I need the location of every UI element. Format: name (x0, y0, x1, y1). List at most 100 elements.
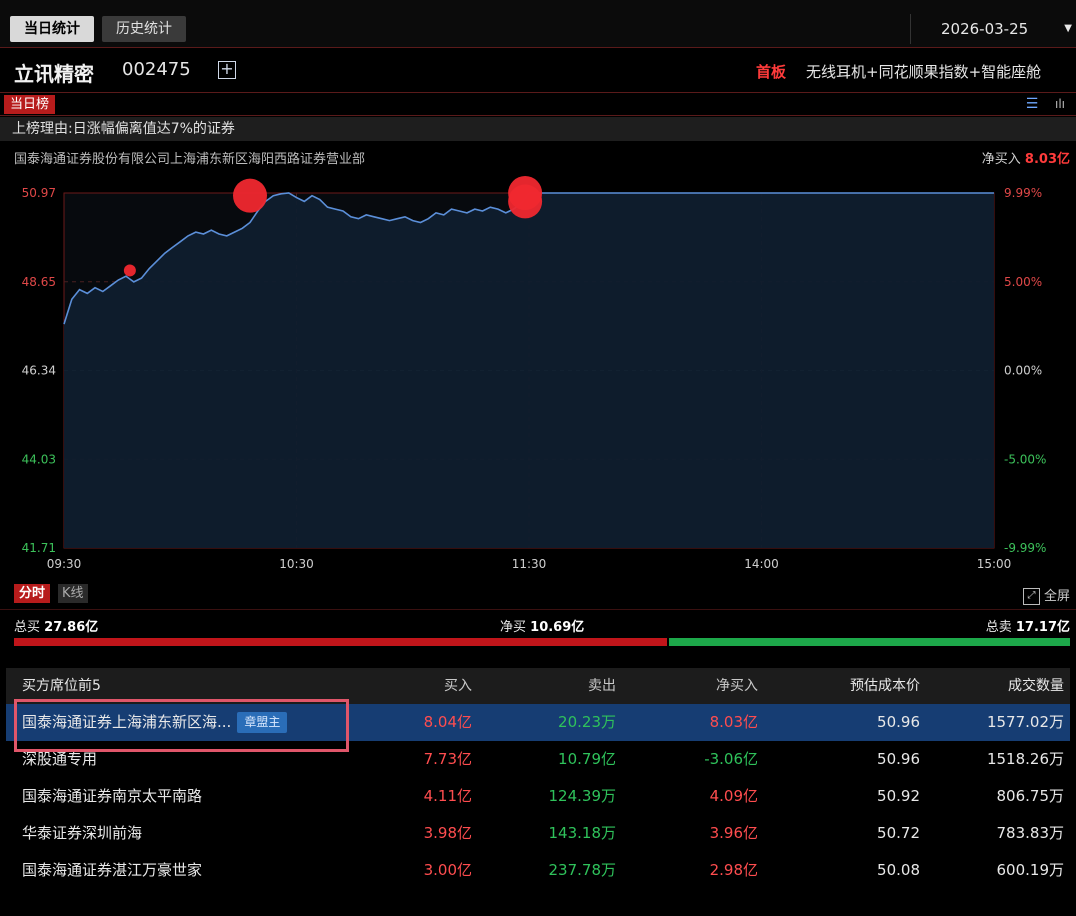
table-header: 买方席位前5 买入 卖出 净买入 预估成本价 成交数量 (6, 668, 1070, 704)
seat-sell: 237.78万 (548, 861, 617, 879)
x-tick-label: 14:00 (744, 557, 779, 571)
seat-cost: 50.92 (877, 787, 920, 805)
total-buy: 总买 27.86亿 (14, 616, 98, 635)
seat-name: 深股通专用 (22, 750, 98, 768)
y-left-tick-label: 48.65 (22, 275, 56, 289)
seat-net: 2.98亿 (709, 861, 758, 879)
seat-cost: 50.72 (877, 824, 920, 842)
board-badge: 首板 (756, 63, 787, 81)
header-sell[interactable]: 卖出 (588, 678, 616, 694)
header-net[interactable]: 净买入 (716, 678, 758, 694)
table-row[interactable]: 国泰海通证券湛江万豪世家 3.00亿 237.78万 2.98亿 50.08 6… (6, 852, 1070, 889)
seat-cost: 50.08 (877, 861, 920, 879)
plus-square-icon[interactable]: + (218, 61, 236, 79)
seat-net: 3.96亿 (709, 824, 758, 842)
seat-sell: 143.18万 (548, 824, 617, 842)
net-buy-summary-label: 净买 (500, 620, 527, 635)
seat-buy: 3.00亿 (423, 861, 472, 879)
sell-ratio-bar (669, 638, 1070, 646)
table-row[interactable]: 国泰海通证券上海浦东新区海... 章盟主 8.04亿 20.23万 8.03亿 5… (6, 704, 1070, 741)
y-right-tick-label: 0.00% (1004, 364, 1042, 378)
list-reason: 上榜理由:日涨幅偏离值达7%的证券 (0, 117, 1076, 141)
fullscreen-button[interactable]: ⤢ 全屏 (1022, 585, 1070, 605)
x-tick-label: 15:00 (977, 557, 1012, 571)
chart-mode-row: 分时 K线 ⤢ 全屏 (0, 582, 1076, 606)
seat-buy: 7.73亿 (423, 750, 472, 768)
x-tick-label: 09:30 (47, 557, 82, 571)
seat-name: 国泰海通证券南京太平南路 (22, 787, 203, 805)
date-value: 2026-03-25 (941, 20, 1029, 38)
table-row[interactable]: 深股通专用 7.73亿 10.79亿 -3.06亿 50.96 1518.26万 (6, 741, 1070, 778)
seat-cost: 50.96 (877, 750, 920, 768)
total-buy-value: 27.86亿 (44, 620, 99, 635)
broker-name: 国泰海通证券股份有限公司上海浦东新区海阳西路证券营业部 (14, 152, 366, 167)
chevron-down-icon: ▼ (1064, 23, 1072, 34)
trade-marker (233, 178, 267, 213)
tab-today-list[interactable]: 当日榜 (4, 95, 56, 114)
concept-tags: 无线耳机+同花顺果指数+智能座舱 (806, 63, 1042, 81)
y-left-tick-label: 41.71 (22, 541, 56, 555)
trade-marker (123, 264, 136, 277)
tab-today-stats[interactable]: 当日统计 (10, 16, 94, 42)
stock-header: 立讯精密 002475 + 首板 无线耳机+同花顺果指数+智能座舱 (0, 50, 1076, 92)
header-volume[interactable]: 成交数量 (1008, 678, 1064, 694)
x-tick-label: 10:30 (279, 557, 314, 571)
tab-fenshi[interactable]: 分时 (14, 584, 51, 603)
seat-cost: 50.96 (877, 713, 920, 731)
fullscreen-icon: ⤢ (1022, 588, 1040, 605)
seat-net: -3.06亿 (704, 750, 758, 768)
bar-chart-icon[interactable]: ılı (1054, 97, 1065, 111)
broker-net-buy: 净买入 8.03亿 (982, 148, 1070, 167)
x-tick-label: 11:30 (512, 557, 547, 571)
fullscreen-label: 全屏 (1043, 589, 1070, 604)
seat-tag[interactable]: 章盟主 (237, 712, 288, 733)
seat-buy: 4.11亿 (423, 787, 472, 805)
y-right-tick-label: 5.00% (1004, 275, 1042, 289)
broker-row: 国泰海通证券股份有限公司上海浦东新区海阳西路证券营业部 净买入 8.03亿 (0, 146, 1076, 168)
y-right-tick-label: -9.99% (1004, 541, 1046, 555)
total-sell-value: 17.17亿 (1015, 620, 1070, 635)
seat-volume: 783.83万 (996, 824, 1065, 842)
price-line (63, 192, 994, 325)
total-sell-label: 总卖 (985, 620, 1012, 635)
seat-name-text: 国泰海通证券上海浦东新区海... (22, 713, 232, 731)
table-row[interactable]: 国泰海通证券南京太平南路 4.11亿 124.39万 4.09亿 50.92 8… (6, 778, 1070, 815)
net-buy-value: 8.03亿 (1024, 152, 1070, 167)
y-right-tick-label: -5.00% (1004, 452, 1046, 466)
seat-volume: 806.75万 (996, 787, 1065, 805)
tab-history-stats[interactable]: 历史统计 (102, 16, 186, 42)
seat-name: 国泰海通证券上海浦东新区海... 章盟主 (22, 704, 288, 741)
seat-name: 华泰证券深圳前海 (22, 824, 143, 842)
seat-sell: 20.23万 (558, 713, 616, 731)
stock-code: 002475 (122, 59, 191, 80)
buy-ratio-bar (14, 638, 667, 646)
y-left-tick-label: 44.03 (22, 452, 56, 466)
stock-name: 立讯精密 (14, 62, 94, 86)
y-left-tick-label: 50.97 (22, 186, 56, 200)
seat-net: 4.09亿 (709, 787, 758, 805)
summary-row: 总买 27.86亿 净买 10.69亿 总卖 17.17亿 (0, 609, 1076, 649)
header-cost[interactable]: 预估成本价 (850, 678, 920, 694)
seat-name: 国泰海通证券湛江万豪世家 (22, 861, 203, 879)
seat-buy: 3.98亿 (423, 824, 472, 842)
seat-net: 8.03亿 (709, 713, 758, 731)
tab-kline[interactable]: K线 (58, 584, 88, 603)
total-sell: 总卖 17.17亿 (986, 616, 1070, 635)
list-view-icon[interactable]: ☰ (1025, 96, 1039, 112)
seat-volume: 1577.02万 (986, 713, 1064, 731)
seat-sell: 124.39万 (548, 787, 617, 805)
y-left-tick-label: 46.34 (22, 364, 56, 378)
seat-volume: 1518.26万 (986, 750, 1064, 768)
list-tab-row: 当日榜 ☰ ılı (0, 92, 1076, 116)
date-selector[interactable]: 2026-03-25 ▼ (910, 14, 1076, 44)
buyer-seats-table: 买方席位前5 买入 卖出 净买入 预估成本价 成交数量 国泰海通证券上海浦东新区… (6, 668, 1070, 889)
top-bar: 当日统计 历史统计 2026-03-25 ▼ (0, 0, 1076, 48)
header-buy[interactable]: 买入 (444, 678, 472, 694)
intraday-chart[interactable]: 50.97 9.99% 48.65 5.00% 46.34 0.00% 44.03 -5.00… (0, 168, 1076, 578)
seat-volume: 600.19万 (996, 861, 1065, 879)
trade-marker (508, 184, 543, 219)
header-name: 买方席位前5 (22, 678, 101, 694)
table-row[interactable]: 华泰证券深圳前海 3.98亿 143.18万 3.96亿 50.72 783.8… (6, 815, 1070, 852)
price-area (64, 193, 994, 548)
net-buy-summary-value: 10.69亿 (530, 620, 585, 635)
